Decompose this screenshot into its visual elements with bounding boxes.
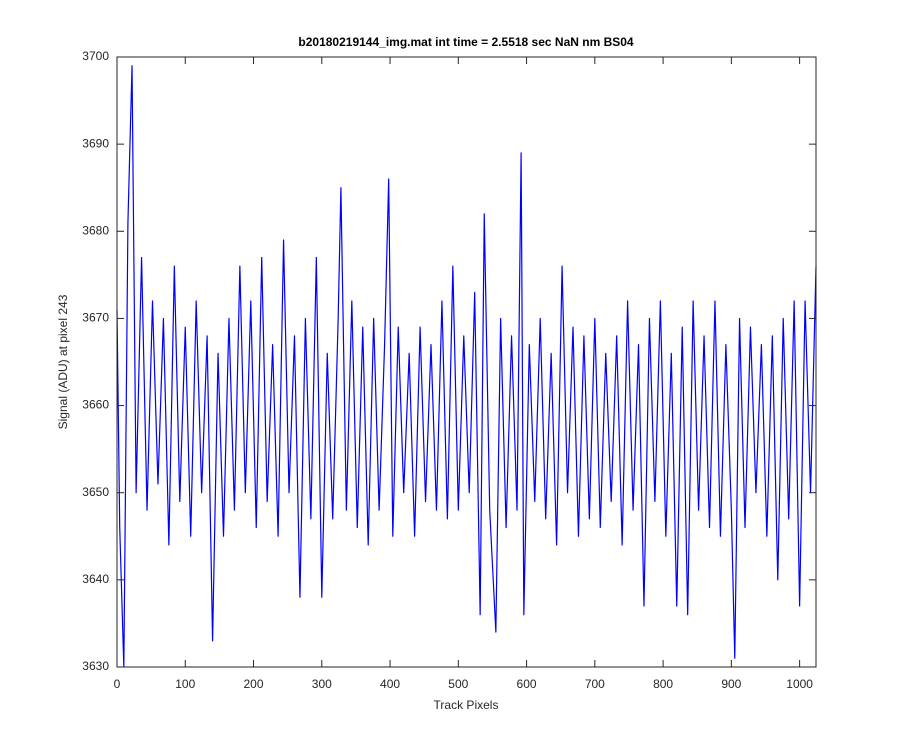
y-tick-label: 3680 xyxy=(82,223,109,237)
x-tick-label: 200 xyxy=(244,677,264,691)
x-tick-label: 500 xyxy=(448,677,468,691)
y-tick-label: 3690 xyxy=(82,136,109,150)
x-axis-label: Track Pixels xyxy=(434,698,499,712)
chart-title: b20180219144_img.mat int time = 2.5518 s… xyxy=(298,35,634,49)
y-tick-label: 3670 xyxy=(82,311,109,325)
y-tick-label: 3650 xyxy=(82,485,109,499)
y-axis-label: Signal (ADU) at pixel 243 xyxy=(56,294,70,429)
x-tick-label: 600 xyxy=(517,677,537,691)
x-tick-label: 0 xyxy=(114,677,121,691)
x-tick-label: 400 xyxy=(380,677,400,691)
x-tick-label: 1000 xyxy=(786,677,813,691)
x-tick-label: 700 xyxy=(585,677,605,691)
x-tick-label: 800 xyxy=(653,677,673,691)
x-tick-label: 300 xyxy=(312,677,332,691)
axes-box xyxy=(116,56,817,668)
data-line xyxy=(116,65,817,668)
y-tick-label: 3630 xyxy=(82,659,109,673)
x-tick-label: 900 xyxy=(721,677,741,691)
y-tick-label: 3700 xyxy=(82,49,109,63)
y-tick-label: 3640 xyxy=(82,572,109,586)
y-tick-label: 3660 xyxy=(82,398,109,412)
x-tick-label: 100 xyxy=(175,677,195,691)
